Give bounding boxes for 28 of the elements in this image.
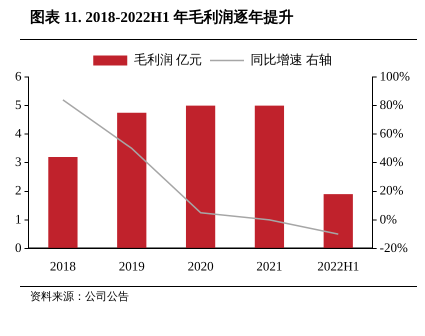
y-tick-label: 1 [15,211,22,226]
y2-tick-label: 0% [380,211,398,226]
text: 资料来源：公司公告 [30,290,130,304]
x-tick-label: 2018 [50,258,76,274]
y-tick-label: 0 [15,240,22,255]
y-tick-label: 6 [15,68,22,84]
x-tick-label: 2021 [256,258,282,274]
y-tick-label: 4 [15,126,22,141]
bar [324,194,353,248]
legend-label: 毛利润 亿元 [134,52,202,67]
chart-title: 图表 11. 2018-2022H1 年毛利润逐年提升 [30,8,294,27]
y2-tick-label: 60% [380,126,404,141]
y-tick-label: 2 [15,182,22,198]
y-tick-label: 5 [15,96,22,112]
y2-tick-label: 40% [380,154,404,170]
bar [254,106,284,248]
bar [48,156,78,248]
y2-tick-label: 20% [380,182,404,198]
bar [117,112,146,248]
y-tick-label: 3 [15,154,22,170]
y2-tick-label: -20% [380,240,408,255]
x-tick-label: 2020 [188,258,214,274]
y2-tick-label: 100% [380,68,410,84]
bar [186,106,216,248]
y2-tick-label: 80% [380,96,404,112]
x-tick-label: 2019 [118,258,145,274]
legend-label: 同比增速 右轴 [250,52,332,67]
x-tick-label: 2022H1 [317,258,360,274]
